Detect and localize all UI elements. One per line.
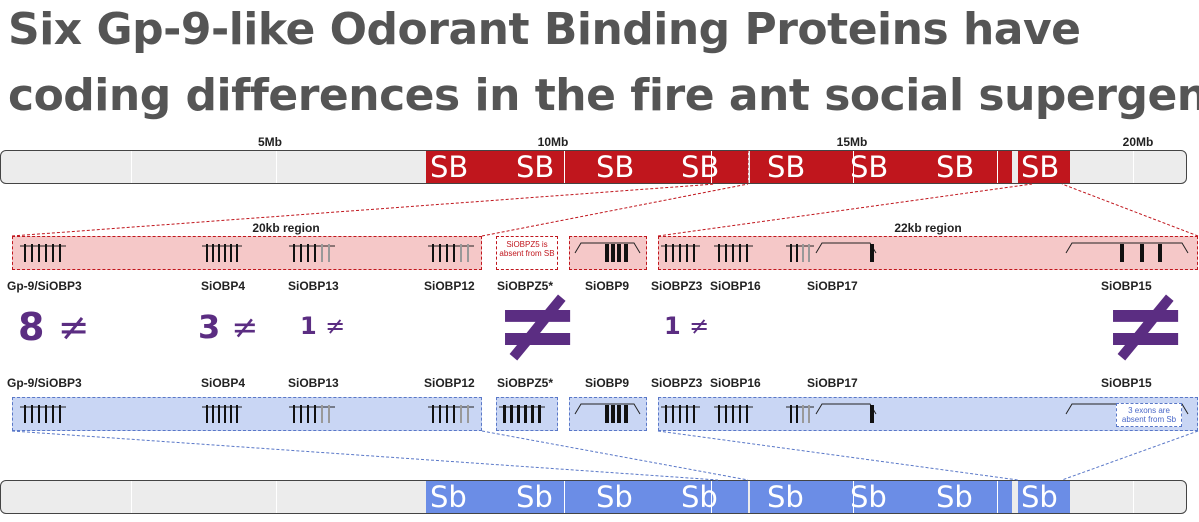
gene-name-sb: SiOBP13 [288, 279, 339, 293]
gene-region-little-sb-20kb [12, 397, 482, 431]
little-sb-label: Sb [936, 480, 973, 514]
little-sb-label: Sb [767, 480, 804, 514]
gene-name-sb: SiOBP4 [201, 279, 246, 293]
little-sb-label: Sb [1021, 480, 1058, 514]
sb-label: SB [767, 150, 806, 184]
gene-name-sb: SiOBP9 [585, 279, 630, 293]
gene-region-little-sb-obp9 [569, 397, 647, 431]
tick-15mb: 15Mb [836, 135, 868, 149]
sb-label: SB [516, 150, 555, 184]
note-exons-absent: 3 exons are absent from Sb [1116, 403, 1182, 427]
gene-name-sb: Gp-9/SiOBP3 [7, 279, 82, 293]
supergene-sb-block: SB [1018, 150, 1070, 184]
sb-label: SB [596, 150, 635, 184]
difference-count-gp9: 8 ≠ [18, 305, 90, 349]
region-label-22kb: 22kb region [894, 221, 962, 235]
sb-label: SB [936, 150, 975, 184]
gene-region-little-sb-obpz5 [496, 397, 558, 431]
gene-name-sb: SiOBP12 [424, 279, 475, 293]
supergene-little-sb-block: Sb Sb Sb Sb [426, 480, 748, 514]
supergene-little-sb-block: Sb [1018, 480, 1070, 514]
little-sb-label: Sb [596, 480, 633, 514]
gene-name-little-sb: SiOBP15 [1101, 376, 1152, 390]
gene-name-little-sb: SiOBP12 [424, 376, 475, 390]
note-obpz5-absent: SiOBPZ5 is absent from SB [499, 240, 555, 258]
supergene-little-sb-block: Sb Sb Sb [750, 480, 1012, 514]
chromosome-little-sb: Sb Sb Sb Sb Sb Sb Sb Sb [0, 480, 1187, 514]
gene-name-little-sb: SiOBP13 [288, 376, 339, 390]
title-line-1: Six Gp-9-like Odorant Binding Proteins h… [8, 4, 1081, 55]
sb-label: SB [850, 150, 889, 184]
little-sb-label: Sb [430, 480, 467, 514]
gene-name-little-sb: SiOBPZ5* [497, 376, 554, 390]
gene-name-sb: SiOBPZ5* [497, 279, 554, 293]
gene-name-sb: SiOBP16 [710, 279, 761, 293]
title-line-2: coding differences in the fire ant socia… [8, 70, 1199, 121]
chromosome-sb: SB SB SB SB SB SB SB SB [0, 150, 1187, 184]
gene-name-little-sb: SiOBPZ3 [651, 376, 703, 390]
region-label-20kb: 20kb region [252, 221, 320, 235]
sb-label: SB [681, 150, 720, 184]
supergene-sb-block: SB SB SB SB [426, 150, 748, 184]
little-sb-label: Sb [850, 480, 887, 514]
gene-name-sb: SiOBPZ3 [651, 279, 703, 293]
difference-count-obp4: 3 ≠ [198, 308, 259, 346]
tick-20mb: 20Mb [1122, 135, 1154, 149]
little-sb-label: Sb [516, 480, 553, 514]
gene-name-little-sb: SiOBP16 [710, 376, 761, 390]
difference-count-obpz5: ≠ [494, 263, 582, 385]
gene-region-sb-obpz5 [496, 236, 558, 270]
gene-name-little-sb: SiOBP4 [201, 376, 246, 390]
gene-name-sb: SiOBP15 [1101, 279, 1152, 293]
gene-name-little-sb: SiOBP17 [807, 376, 858, 390]
tick-5mb: 5Mb [258, 135, 282, 149]
gene-name-little-sb: Gp-9/SiOBP3 [7, 376, 82, 390]
difference-count-obp15: ≠ [1102, 263, 1190, 385]
difference-count-obpz3: 1 ≠ [664, 312, 710, 340]
sb-label: SB [430, 150, 469, 184]
zoom-lines-little-sb [11, 430, 1199, 481]
difference-count-obp13: 1 ≠ [300, 312, 346, 340]
gene-name-little-sb: SiOBP9 [585, 376, 630, 390]
gene-region-sb-20kb [12, 236, 482, 270]
supergene-sb-block: SB SB SB [750, 150, 1012, 184]
sb-label: SB [1021, 150, 1060, 184]
little-sb-label: Sb [681, 480, 718, 514]
tick-10mb: 10Mb [537, 135, 569, 149]
gene-name-sb: SiOBP17 [807, 279, 858, 293]
